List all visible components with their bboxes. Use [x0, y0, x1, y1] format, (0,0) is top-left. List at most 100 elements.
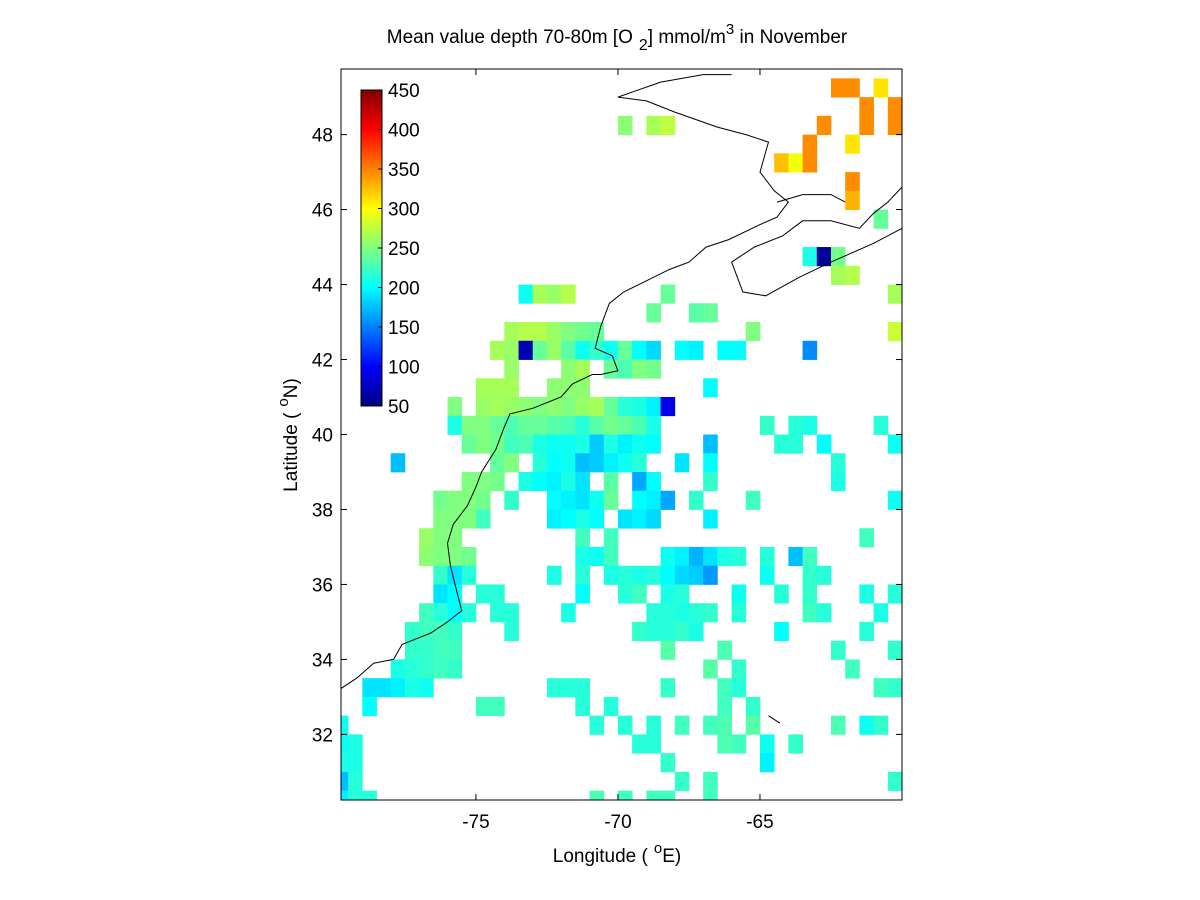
- heatmap-cell: [632, 359, 647, 379]
- heatmap-cell: [688, 546, 704, 567]
- heatmap-cell: [447, 397, 463, 417]
- heatmap-cell: [646, 603, 661, 623]
- heatmap-cell: [646, 490, 661, 510]
- heatmap-cell: [717, 678, 732, 698]
- y-tick-label: 48: [312, 126, 333, 147]
- heatmap-cell: [490, 415, 505, 435]
- heatmap-cell: [362, 696, 377, 717]
- heatmap-cell: [774, 153, 789, 173]
- coastline-segment: [731, 186, 902, 263]
- heatmap-cell: [873, 209, 889, 229]
- heatmap-cell: [546, 471, 562, 492]
- heatmap-cell: [504, 322, 519, 342]
- heatmap-cell: [589, 434, 605, 454]
- heatmap-cell: [902, 322, 917, 341]
- heatmap-cell: [688, 603, 704, 623]
- heatmap-cell: [646, 340, 661, 360]
- colorbar-tick-label: 300: [388, 200, 420, 221]
- y-axis-label: Latitude (oN): [275, 378, 302, 492]
- x-axis-label: Longitude (oE): [553, 840, 681, 867]
- heatmap-cell: [617, 340, 633, 360]
- heatmap-cell: [617, 565, 633, 585]
- heatmap-cell: [731, 659, 747, 679]
- heatmap-cell: [348, 753, 363, 773]
- heatmap-cell: [873, 678, 889, 698]
- heatmap-cell: [461, 490, 477, 510]
- heatmap-cell: [589, 453, 605, 473]
- heatmap-cell: [873, 715, 889, 735]
- heatmap-cell: [589, 340, 605, 360]
- heatmap-cell: [362, 790, 377, 800]
- heatmap-cell: [703, 471, 718, 492]
- heatmap-cell: [561, 359, 576, 379]
- heatmap-cell: [561, 453, 576, 473]
- heatmap-cell: [617, 115, 633, 135]
- heatmap-cell: [546, 322, 562, 342]
- y-axis: 32 34 36 38 40 42 44 46 48: [312, 126, 902, 746]
- heatmap-cell: [632, 397, 647, 417]
- heatmap-cell: [461, 434, 477, 454]
- heatmap-cell: [717, 734, 732, 754]
- chart-title: Mean value depth 70-80m [O 2] mmol/m3 in …: [387, 21, 848, 54]
- heatmap-cell: [916, 416, 931, 435]
- heatmap-cell: [504, 603, 519, 623]
- heatmap-cell: [504, 359, 519, 379]
- heatmap-cell: [759, 546, 775, 567]
- heatmap-cell: [433, 603, 448, 623]
- heatmap-cell: [575, 528, 590, 548]
- coastline: [341, 74, 902, 724]
- title-subscript: 2: [639, 37, 648, 54]
- heatmap-cell: [532, 397, 548, 417]
- heatmap-cell: [518, 397, 534, 417]
- heatmap-cell: [717, 715, 732, 735]
- heatmap-cell: [688, 340, 704, 360]
- heatmap-cell: [674, 621, 690, 642]
- heatmap-cell: [632, 471, 647, 492]
- x-tick-label: -65: [746, 812, 773, 833]
- heatmap-cell: [816, 115, 832, 135]
- heatmap-cell: [859, 97, 874, 117]
- heatmap-cell: [646, 565, 661, 585]
- heatmap-cell: [802, 340, 818, 360]
- heatmap-cell: [504, 340, 519, 360]
- heatmap-cell: [887, 284, 902, 304]
- colorbar-tick-label: 400: [388, 121, 420, 142]
- heatmap-cell: [603, 359, 619, 379]
- heatmap-cell: [561, 603, 576, 623]
- heatmap-cell: [617, 415, 633, 435]
- heatmap-cell: [802, 546, 818, 567]
- heatmap-cell: [660, 565, 676, 585]
- heatmap-cell: [490, 397, 505, 417]
- heatmap-cell: [561, 509, 576, 529]
- heatmap-cell: [447, 584, 463, 604]
- heatmap-cell: [546, 397, 562, 417]
- heatmap-cell: [475, 434, 491, 454]
- heatmap-cell: [475, 509, 491, 529]
- heatmap-cell: [788, 734, 803, 754]
- heatmap-cell: [845, 190, 860, 210]
- colorbar-ticks: 50 100 150 200 250 300 350 400 450: [378, 81, 420, 418]
- colorbar-tick-label: 350: [388, 160, 420, 181]
- heatmap-cell: [632, 490, 647, 510]
- heatmap-cell: [518, 434, 534, 454]
- title-main: Mean value depth 70-80m [O: [387, 27, 633, 48]
- heatmap-cell: [603, 434, 619, 454]
- colorbar-tick-label: 450: [388, 81, 420, 102]
- heatmap-cell: [859, 584, 874, 604]
- heatmap-cell: [887, 678, 902, 698]
- heatmap-cell: [546, 678, 562, 698]
- heatmap-cell: [589, 790, 605, 800]
- x-tick-label: -70: [604, 812, 631, 833]
- heatmap-cell: [603, 696, 619, 717]
- heatmap-cell: [660, 490, 676, 510]
- heatmap-cell: [830, 78, 846, 98]
- heatmap-cell: [632, 621, 647, 642]
- heatmap-cell: [674, 584, 690, 604]
- heatmap-cell: [703, 509, 718, 529]
- heatmap-cell: [887, 490, 902, 510]
- heatmap-cell: [575, 584, 590, 604]
- heatmap-cell: [561, 471, 576, 492]
- heatmap-cell: [603, 340, 619, 360]
- heatmap-cell: [433, 621, 448, 642]
- heatmap-cell: [433, 528, 448, 548]
